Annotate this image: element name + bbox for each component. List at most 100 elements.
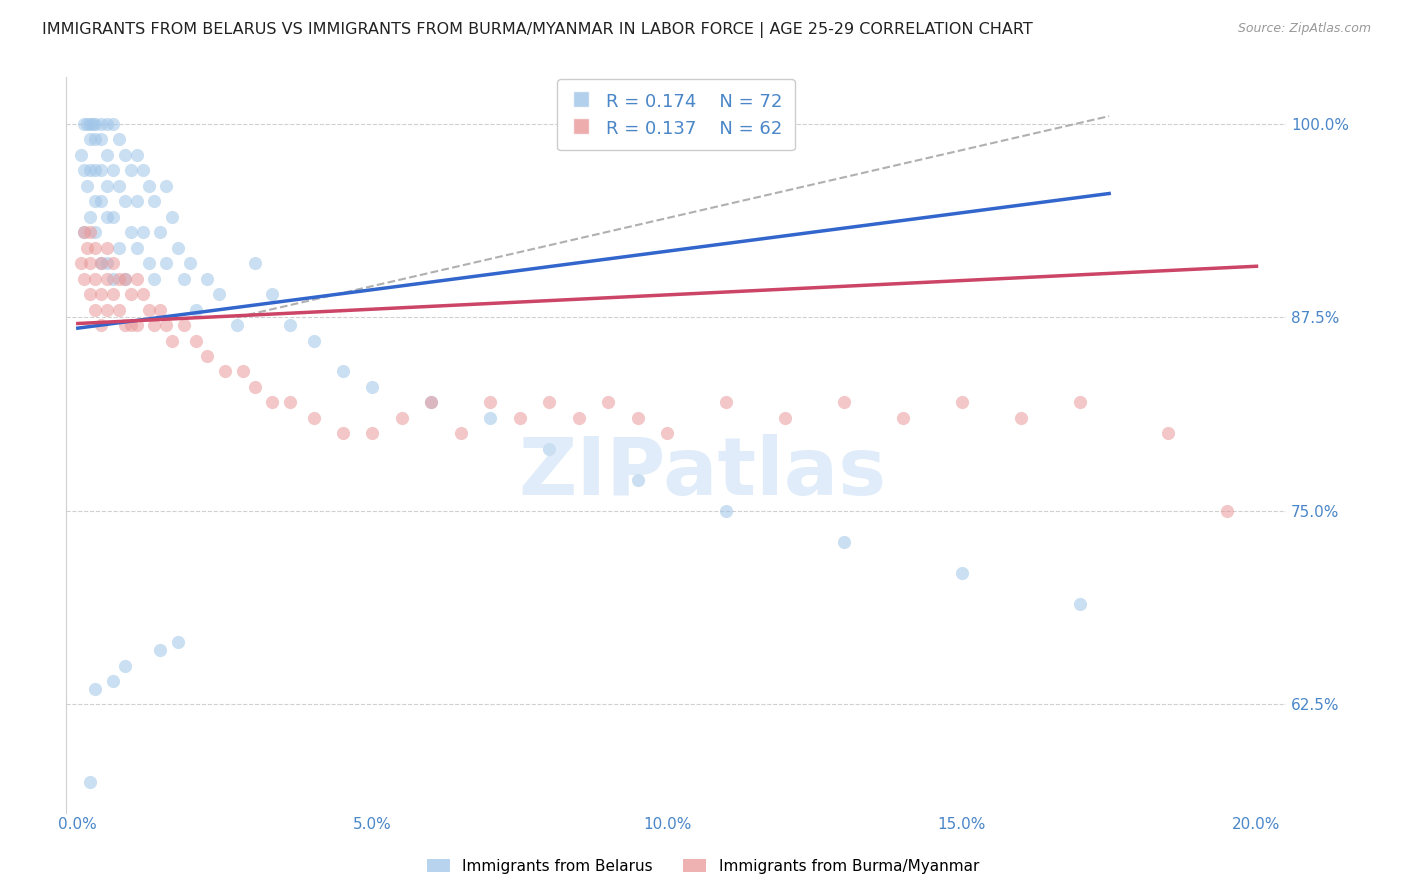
Point <box>160 210 183 224</box>
Point <box>96 117 118 131</box>
Point <box>138 178 160 193</box>
Legend: Immigrants from Belarus, Immigrants from Burma/Myanmar: Immigrants from Belarus, Immigrants from… <box>420 853 986 880</box>
Point <box>90 163 112 178</box>
Point <box>114 194 136 209</box>
Point <box>73 225 96 239</box>
Point <box>950 395 973 409</box>
Point <box>76 117 98 131</box>
Point <box>96 148 118 162</box>
Point <box>90 318 112 332</box>
Point <box>391 411 413 425</box>
Point <box>197 349 219 363</box>
Point <box>108 271 131 285</box>
Point <box>108 178 131 193</box>
Point <box>79 117 101 131</box>
Point <box>832 395 855 409</box>
Point <box>568 411 591 425</box>
Point <box>73 271 96 285</box>
Point <box>243 380 266 394</box>
Point <box>450 426 472 441</box>
Point <box>101 210 124 224</box>
Point <box>84 225 107 239</box>
Point <box>714 504 737 518</box>
Point <box>84 302 107 317</box>
Point <box>131 225 153 239</box>
Point <box>627 473 650 487</box>
Point <box>657 426 679 441</box>
Point <box>302 334 325 348</box>
Point <box>1010 411 1032 425</box>
Point <box>773 411 796 425</box>
Point <box>538 395 561 409</box>
Point <box>143 194 166 209</box>
Point <box>108 241 131 255</box>
Point <box>120 225 142 239</box>
Point <box>114 271 136 285</box>
Point <box>79 225 101 239</box>
Point <box>125 241 148 255</box>
Point <box>278 318 301 332</box>
Point <box>114 271 136 285</box>
Point <box>125 148 148 162</box>
Point <box>79 256 101 270</box>
Point <box>120 318 142 332</box>
Point <box>69 256 91 270</box>
Point <box>302 411 325 425</box>
Text: Source: ZipAtlas.com: Source: ZipAtlas.com <box>1237 22 1371 36</box>
Point <box>950 566 973 580</box>
Point <box>101 163 124 178</box>
Point <box>125 194 148 209</box>
Point <box>1216 504 1239 518</box>
Point <box>167 635 190 649</box>
Point <box>90 256 112 270</box>
Point <box>120 163 142 178</box>
Point <box>125 271 148 285</box>
Point <box>155 178 177 193</box>
Text: IMMIGRANTS FROM BELARUS VS IMMIGRANTS FROM BURMA/MYANMAR IN LABOR FORCE | AGE 25: IMMIGRANTS FROM BELARUS VS IMMIGRANTS FR… <box>42 22 1033 38</box>
Point <box>90 194 112 209</box>
Point <box>131 287 153 301</box>
Point <box>84 194 107 209</box>
Point <box>173 271 195 285</box>
Point <box>108 132 131 146</box>
Point <box>131 163 153 178</box>
Point <box>226 318 249 332</box>
Point <box>155 256 177 270</box>
Point <box>149 225 172 239</box>
Point <box>179 256 201 270</box>
Point <box>143 271 166 285</box>
Legend: R = 0.174    N = 72, R = 0.137    N = 62: R = 0.174 N = 72, R = 0.137 N = 62 <box>557 79 794 151</box>
Point <box>96 210 118 224</box>
Point <box>114 658 136 673</box>
Point <box>262 395 284 409</box>
Point <box>84 132 107 146</box>
Point <box>96 178 118 193</box>
Point <box>101 256 124 270</box>
Point <box>76 241 98 255</box>
Point <box>479 411 502 425</box>
Point <box>96 271 118 285</box>
Point <box>1069 597 1091 611</box>
Point <box>73 117 96 131</box>
Point <box>538 442 561 456</box>
Point <box>73 225 96 239</box>
Point <box>149 302 172 317</box>
Point <box>278 395 301 409</box>
Point <box>101 117 124 131</box>
Point <box>96 241 118 255</box>
Point <box>832 534 855 549</box>
Point <box>108 302 131 317</box>
Point <box>420 395 443 409</box>
Point <box>79 132 101 146</box>
Point <box>155 318 177 332</box>
Point <box>243 256 266 270</box>
Point <box>627 411 650 425</box>
Point <box>79 163 101 178</box>
Point <box>214 364 236 378</box>
Point <box>332 426 354 441</box>
Point <box>90 287 112 301</box>
Point <box>138 256 160 270</box>
Point <box>90 117 112 131</box>
Point <box>84 117 107 131</box>
Point <box>167 241 190 255</box>
